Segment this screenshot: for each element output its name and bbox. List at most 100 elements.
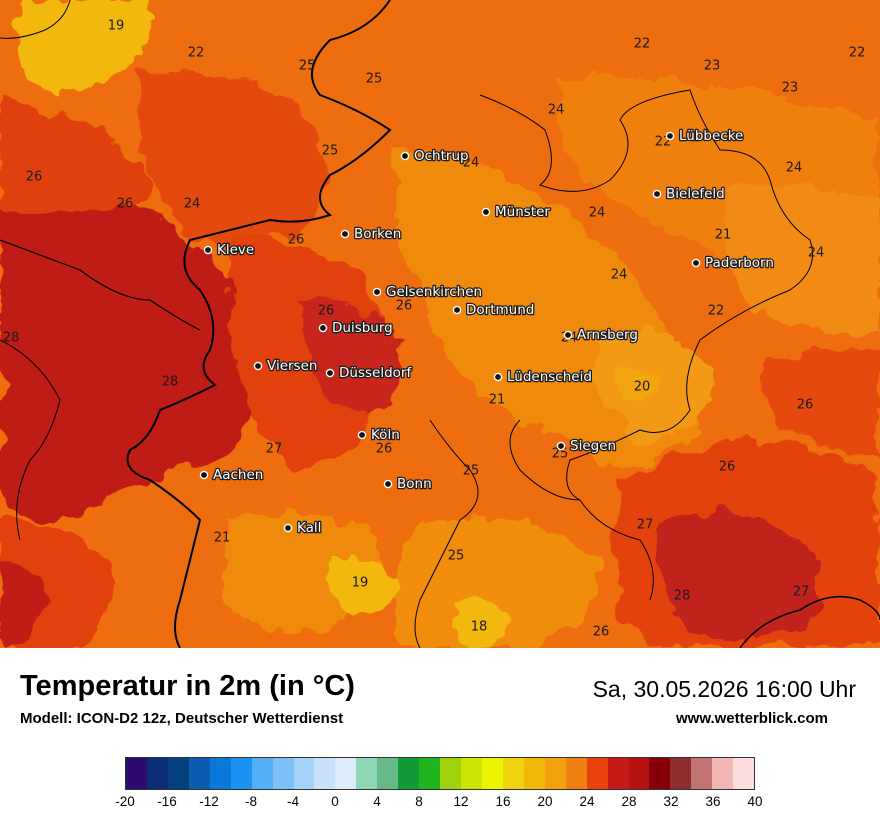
city-marker: Ochtrup [400, 147, 470, 165]
legend-tick: 0 [331, 794, 339, 809]
city-dot [493, 372, 503, 382]
temperature-value: 24 [463, 156, 480, 171]
city-dot [452, 305, 462, 315]
city-dot [203, 245, 213, 255]
legend-swatch [733, 758, 755, 789]
legend-swatch [146, 758, 168, 789]
temperature-value: 25 [299, 59, 316, 74]
legend-swatch [481, 758, 503, 789]
city-dot [665, 131, 675, 141]
city-dot [199, 470, 209, 480]
temperature-value: 27 [266, 442, 283, 457]
city-label: Ochtrup [414, 148, 469, 164]
temperature-value: 26 [117, 197, 134, 212]
temperature-value: 26 [396, 299, 413, 314]
legend-swatch [523, 758, 545, 789]
city-dot [340, 229, 350, 239]
temperature-value: 22 [634, 37, 651, 52]
temperature-value: 28 [3, 331, 20, 346]
legend-swatch [251, 758, 273, 789]
city-label: Bonn [397, 476, 432, 492]
legend-tick: -16 [157, 794, 177, 809]
city-marker: Duisburg [318, 319, 394, 337]
temperature-value: 21 [489, 393, 506, 408]
city-label: Siegen [570, 438, 616, 454]
city-dot [357, 430, 367, 440]
city-marker: Viersen [253, 357, 319, 375]
legend-tick: 20 [537, 794, 553, 809]
city-label: Düsseldorf [339, 365, 412, 381]
temperature-values: 19 22 25 25 22 22 23 23 24 25 24 22 24 26 26 24 24 26 21 24… [3, 19, 866, 640]
city-label: Gelsenkirchen [386, 284, 482, 300]
city-dot [400, 151, 410, 161]
legend-swatch [649, 758, 671, 789]
map-title: Temperatur in 2m (in °C) [20, 670, 355, 702]
temperature-value: 25 [322, 144, 339, 159]
temperature-value: 26 [288, 233, 305, 248]
temperature-value: 28 [162, 375, 179, 390]
city-label: Köln [371, 427, 400, 443]
legend-ticks: -20 -16 -12 -8 -4 0 4 8 12 16 20 24 28 32 36 40 [115, 794, 762, 814]
legend-tick: 36 [705, 794, 721, 809]
legend-swatch [586, 758, 608, 789]
legend-swatch [544, 758, 566, 789]
temperature-value: 22 [188, 46, 205, 61]
temperature-value: 24 [786, 161, 803, 176]
legend-tick: -20 [115, 794, 135, 809]
website-link[interactable]: www.wetterblick.com [676, 710, 828, 727]
temperature-value: 21 [715, 228, 732, 243]
city-marker: Arnsberg [563, 326, 639, 344]
city-marker: Lübbecke [665, 127, 745, 145]
city-marker: Kleve [203, 241, 256, 259]
temperature-value: 24 [548, 103, 565, 118]
city-dot [283, 523, 293, 533]
legend-tick: 8 [415, 794, 423, 809]
city-dot [318, 323, 328, 333]
city-label: Münster [495, 204, 550, 220]
temperature-value: 28 [674, 589, 691, 604]
legend-swatch [712, 758, 734, 789]
legend-swatch [502, 758, 524, 789]
temperature-value: 26 [719, 460, 736, 475]
legend-swatch [167, 758, 189, 789]
temperature-value: 25 [463, 464, 480, 479]
legend-swatch [314, 758, 336, 789]
legend-tick: 12 [453, 794, 469, 809]
legend-swatch [565, 758, 587, 789]
legend-swatch [272, 758, 294, 789]
temperature-value: 23 [782, 81, 799, 96]
legend-tick: 28 [621, 794, 637, 809]
city-marker: Kall [283, 519, 323, 537]
temperature-value: 22 [708, 304, 725, 319]
legend-swatch [461, 758, 482, 789]
temperature-value: 23 [704, 59, 721, 74]
temperature-value: 24 [611, 268, 628, 283]
legend-tick: -4 [286, 794, 300, 809]
temperature-value: 26 [376, 442, 393, 457]
temperature-value: 25 [366, 72, 383, 87]
city-marker: Borken [340, 225, 403, 243]
footer: Temperatur in 2m (in °C) Modell: ICON-D2… [0, 648, 880, 830]
city-markers: Ochtrup Lübbecke Münster Bielefeld Kleve Bork… [199, 127, 775, 537]
city-label: Viersen [267, 358, 317, 374]
temperature-value: 19 [352, 576, 369, 591]
legend-swatch [670, 758, 692, 789]
temperature-value: 22 [849, 46, 866, 61]
city-label: Bielefeld [666, 186, 725, 202]
city-dot [253, 361, 263, 371]
city-marker: Münster [481, 203, 552, 221]
temperature-value: 24 [184, 197, 201, 212]
legend-tick: -12 [199, 794, 219, 809]
temperature-value: 18 [471, 620, 488, 635]
temperature-zones-cool [17, 0, 660, 648]
city-dot [383, 479, 393, 489]
legend-swatch [628, 758, 650, 789]
city-label: Lübbecke [679, 128, 743, 144]
city-marker: Bielefeld [652, 185, 726, 203]
legend-swatch [398, 758, 420, 789]
legend-tick: 32 [663, 794, 679, 809]
legend-swatch [607, 758, 629, 789]
legend-swatch [209, 758, 231, 789]
temperature-value: 25 [552, 447, 569, 462]
city-label: Paderborn [705, 255, 774, 271]
